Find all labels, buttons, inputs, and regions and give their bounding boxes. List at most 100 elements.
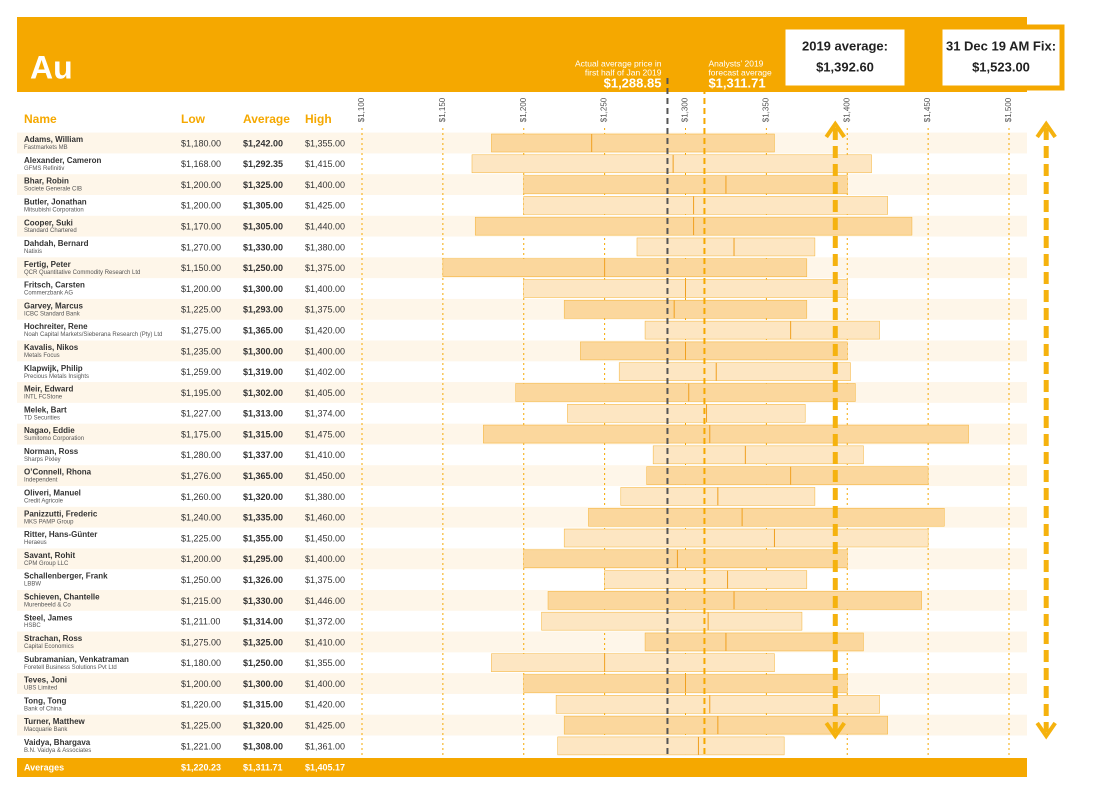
company-name: Capital Economics <box>24 644 74 650</box>
value-label: $1,372.00 <box>305 617 345 627</box>
range-bar <box>442 258 808 277</box>
row-background <box>17 673 1027 694</box>
analyst-name: Adams, William <box>24 135 83 144</box>
company-name: Noah Capital Markets/Sieberana Research … <box>24 332 162 338</box>
value-label: $1,330.00 <box>243 242 283 252</box>
value-label: $1,355.00 <box>243 533 283 543</box>
range-bar <box>644 632 864 652</box>
analyst-name: Schieven, Chantelle <box>24 592 100 601</box>
value-label: $1,150.00 <box>181 263 221 273</box>
analyst-name: Fertig, Peter <box>24 260 71 269</box>
row-background <box>17 298 1027 320</box>
value-label: $1,380.00 <box>305 242 345 252</box>
value-label: $1,211.00 <box>181 617 220 627</box>
value-label: $1,380.00 <box>305 492 345 502</box>
company-name: Foretell Business Solutions Pvt Ltd <box>24 665 117 671</box>
chart-title: Au <box>30 49 73 85</box>
value-label: $1,200.00 <box>181 201 221 211</box>
company-name: TD Securities <box>24 415 60 421</box>
reference-value: $1,288.85 <box>604 75 662 90</box>
averages-label: Averages <box>24 762 64 772</box>
value-label: $1,315.00 <box>243 429 283 439</box>
company-name: Macquarie Bank <box>24 727 68 733</box>
arrow-head <box>1035 120 1057 139</box>
company-name: Mitsubishi Corporation <box>24 207 84 213</box>
analyst-name: Butler, Jonathan <box>24 197 87 206</box>
reference-value: $1,311.71 <box>708 75 765 90</box>
row-background <box>17 340 1027 362</box>
range-bar <box>646 466 929 485</box>
value-label: $1,200.00 <box>181 554 221 564</box>
value-label: $1,460.00 <box>305 513 345 523</box>
value-label: $1,170.00 <box>181 222 221 232</box>
average-value: $1,220.23 <box>181 762 221 772</box>
value-label: $1,295.00 <box>243 554 283 564</box>
analyst-name: O’Connell, Rhona <box>24 468 92 477</box>
range-bar <box>652 445 864 465</box>
average-value: $1,311.71 <box>243 762 283 772</box>
company-name: Independent <box>24 478 58 484</box>
value-label: $1,225.00 <box>181 305 221 315</box>
value-label: $1,200.00 <box>181 180 221 190</box>
value-label: $1,308.00 <box>243 741 283 751</box>
company-name: Natixis <box>24 249 42 255</box>
range-bar <box>644 320 880 340</box>
value-label: $1,400.00 <box>305 679 345 689</box>
column-header: Average <box>243 112 290 126</box>
value-label: $1,313.00 <box>243 409 283 419</box>
value-label: $1,275.00 <box>181 637 221 647</box>
company-name: Credit Agricole <box>24 499 64 505</box>
company-name: ICBC Standard Bank <box>24 311 81 317</box>
value-label: $1,400.00 <box>305 284 345 294</box>
range-bar <box>580 341 848 361</box>
value-label: $1,375.00 <box>305 305 345 315</box>
company-name: Heraeus <box>24 540 47 546</box>
value-label: $1,293.00 <box>243 305 283 315</box>
company-name: Precious Metals Insights <box>24 374 89 380</box>
analyst-name: Nagao, Eddie <box>24 426 75 435</box>
range-bar <box>541 611 803 631</box>
analyst-name: Subramanian, Venkatraman <box>24 655 129 664</box>
value-label: $1,195.00 <box>181 388 221 398</box>
range-bar <box>547 591 922 610</box>
value-label: $1,175.00 <box>181 429 221 439</box>
value-label: $1,300.00 <box>243 679 283 689</box>
company-name: LBBW <box>24 582 41 588</box>
analyst-name: Fritsch, Carsten <box>24 281 85 290</box>
value-label: $1,225.00 <box>181 533 221 543</box>
value-label: $1,361.00 <box>305 741 345 751</box>
company-name: Bank of China <box>24 706 62 712</box>
analyst-name: Hochreiter, Rene <box>24 322 88 331</box>
range-bar <box>555 695 880 714</box>
value-label: $1,200.00 <box>181 284 221 294</box>
range-bar <box>523 175 848 194</box>
reference-label: first half of Jan 2019 <box>585 67 662 77</box>
value-label: $1,415.00 <box>305 159 345 169</box>
value-label: $1,410.00 <box>305 450 345 460</box>
value-label: $1,375.00 <box>305 575 345 585</box>
value-label: $1,365.00 <box>243 471 283 481</box>
analyst-name: Kavalis, Nikos <box>24 343 79 352</box>
company-name: B.N. Vaidya & Associates <box>24 748 91 754</box>
value-label: $1,260.00 <box>181 492 221 502</box>
company-name: Murenbeeld & Co <box>24 602 71 608</box>
value-label: $1,450.00 <box>305 533 345 543</box>
analyst-name: Cooper, Suki <box>24 218 73 227</box>
value-label: $1,315.00 <box>243 700 283 710</box>
value-label: $1,302.00 <box>243 388 283 398</box>
value-label: $1,314.00 <box>243 617 283 627</box>
range-bar <box>604 570 808 589</box>
x-tick-label: $1,150 <box>438 97 447 122</box>
value-label: $1,420.00 <box>305 325 345 335</box>
analyst-name: Dahdah, Bernard <box>24 239 89 248</box>
analyst-name: Oliveri, Manuel <box>24 489 81 498</box>
reference-label: Analysts’ 2019 <box>708 58 763 68</box>
row-background <box>17 548 1027 570</box>
analyst-name: Klapwijk, Philip <box>24 364 83 373</box>
average-value: $1,405.17 <box>305 762 345 772</box>
value-label: $1,168.00 <box>181 159 221 169</box>
range-bar <box>563 528 929 548</box>
callout-box <box>780 24 910 91</box>
company-name: Societe Generale CIB <box>24 187 82 193</box>
